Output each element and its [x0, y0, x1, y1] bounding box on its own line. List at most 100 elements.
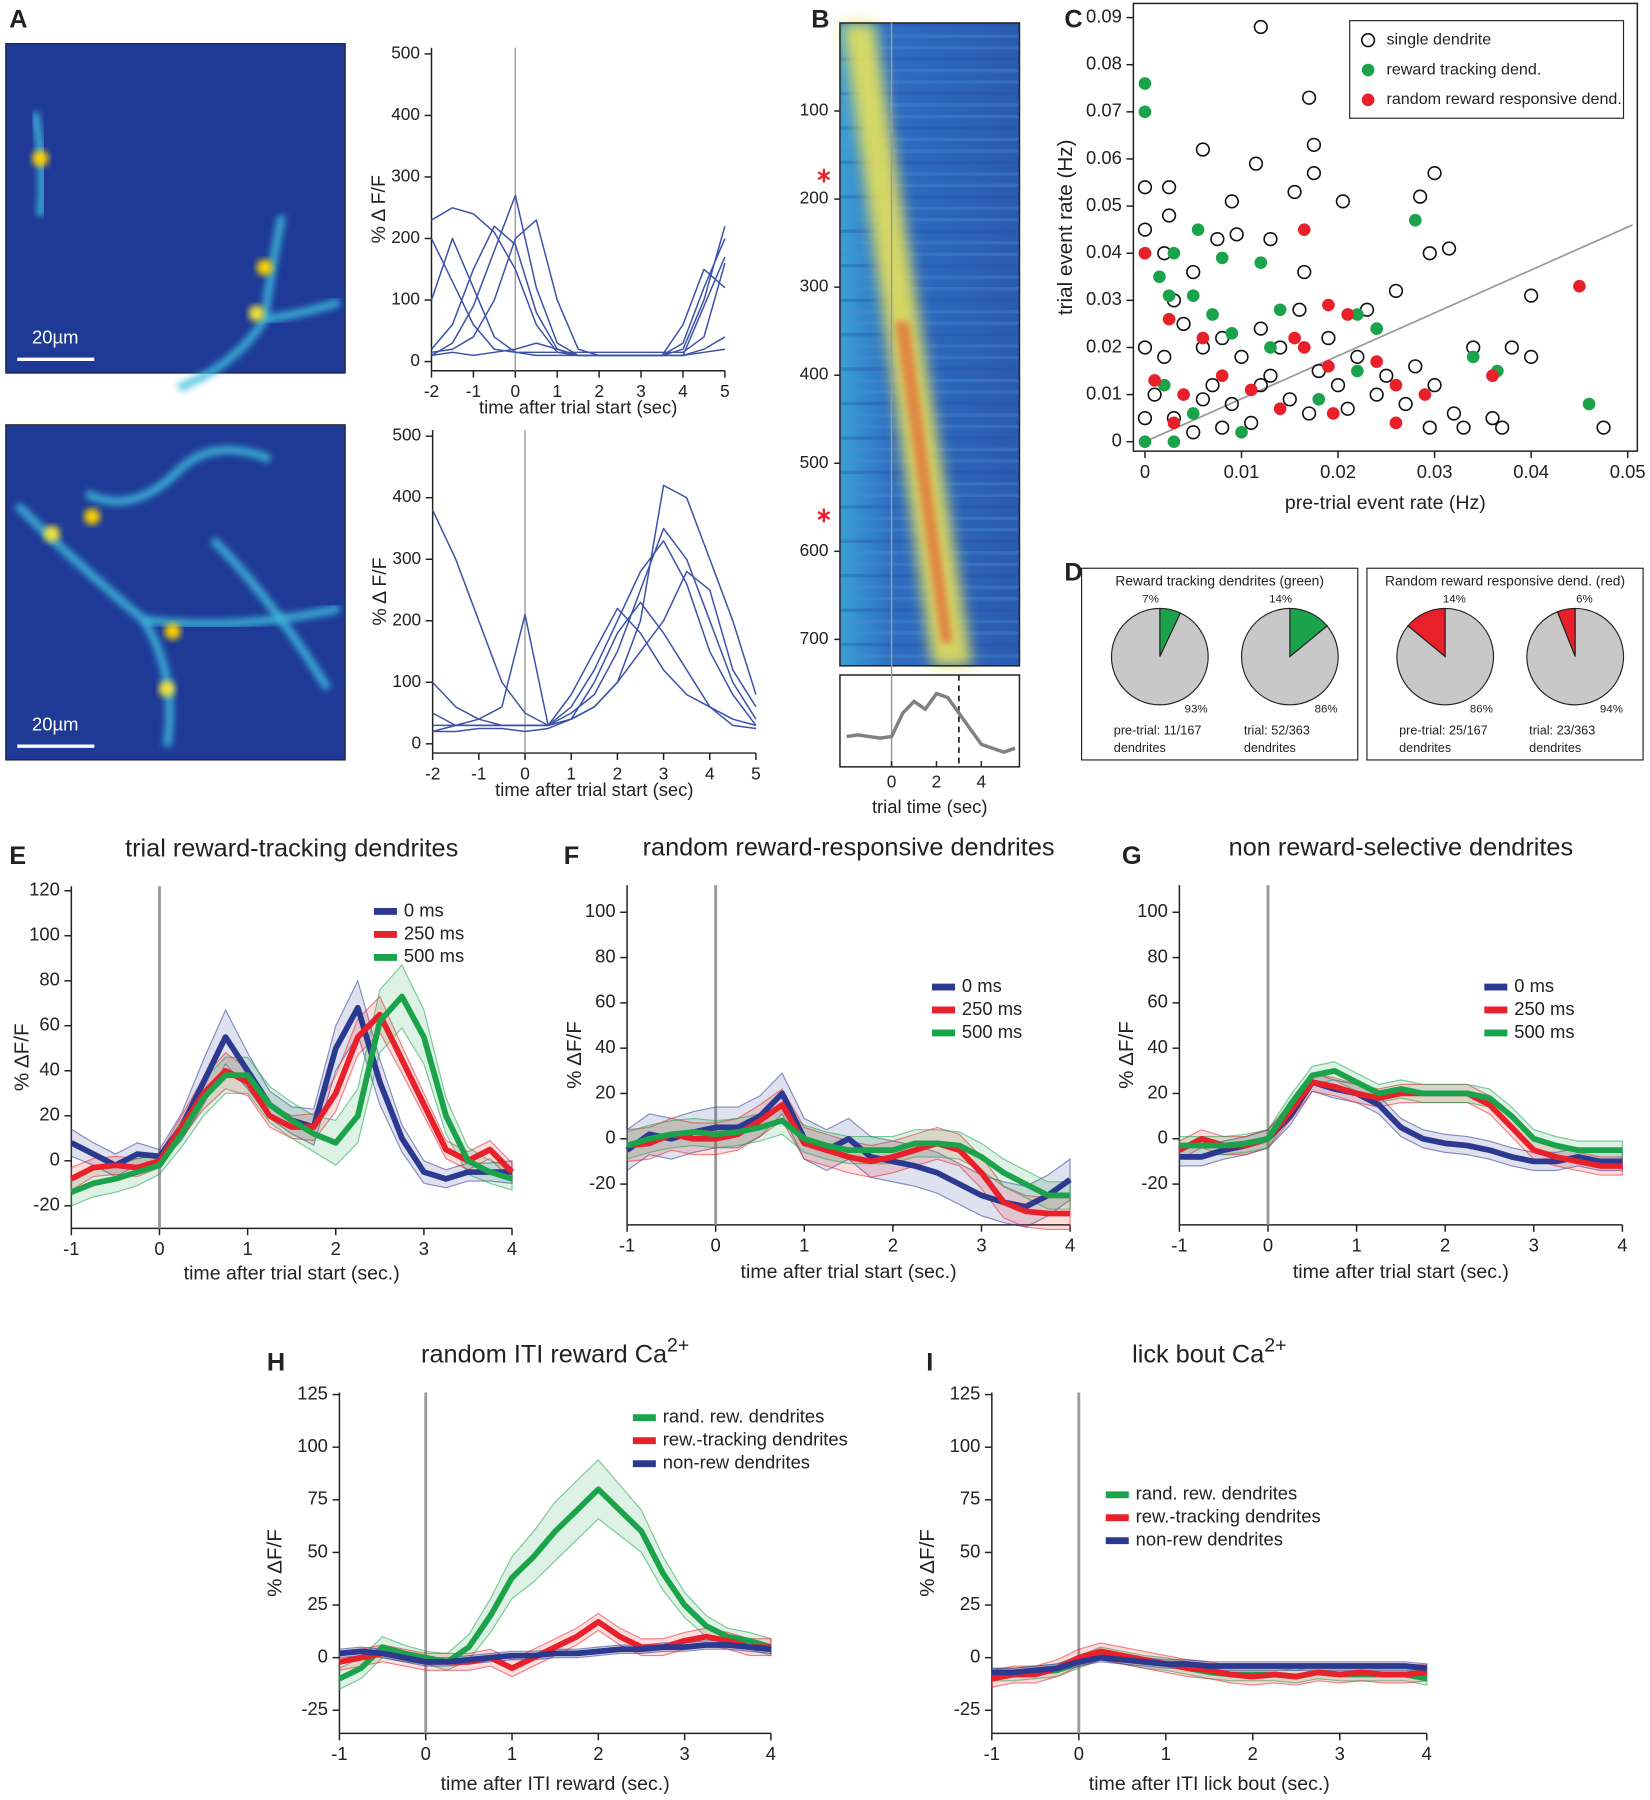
series-line: [432, 570, 757, 727]
scatter-point: [1210, 231, 1225, 247]
x-tick-label: 0: [421, 1743, 431, 1764]
scatter-point: [1351, 308, 1364, 321]
mean-trace: [846, 691, 1016, 754]
y-tick-label: 25: [307, 1593, 327, 1614]
legend-label: 0 ms: [404, 899, 444, 920]
pie-value-label: 14%: [1443, 593, 1466, 605]
scatter-point: [1301, 406, 1317, 421]
y-tick-label: 0.07: [1086, 100, 1122, 121]
scatter-point: [1137, 411, 1153, 426]
pie-group-box: [1081, 567, 1359, 761]
panel-letter: G: [1122, 842, 1142, 870]
series-line: [432, 601, 757, 733]
heatmap-streak: [839, 344, 1020, 348]
scatter-point: [1253, 19, 1268, 35]
heatmap-streak: [839, 91, 1020, 96]
x-tick-label: 4: [766, 1743, 776, 1764]
scatter-point: [1196, 331, 1210, 345]
heatmap-streak: [839, 206, 1020, 211]
heatmap-streak: [839, 275, 1020, 279]
chart-title-text: trial reward-tracking dendrites: [125, 834, 458, 862]
heatmap-streak: [839, 654, 1020, 658]
scale-bar-label: 20µm: [32, 327, 78, 348]
y-tick-label: 0: [970, 1646, 980, 1667]
x-axis-label: pre-trial event rate (Hz): [1285, 492, 1486, 514]
y-tick-label: 20: [1147, 1081, 1167, 1102]
scatter-point: [1186, 264, 1201, 280]
series-line: [339, 1642, 772, 1665]
chart-title-superscript: 2+: [1264, 1335, 1286, 1357]
pie-value-label: 7%: [1142, 593, 1159, 605]
pie-caption: dendrites: [1399, 741, 1451, 755]
x-axis-label: time after trial start (sec.): [1293, 1261, 1509, 1283]
scatter-point: [1322, 360, 1335, 373]
scatter-point: [1138, 246, 1152, 260]
scatter-point: [1341, 308, 1355, 321]
y-tick-label: -20: [1141, 1172, 1168, 1193]
chart-title: lick bout Ca2+: [1132, 1335, 1286, 1369]
x-tick-label: 0: [520, 763, 530, 783]
scatter-point: [1224, 194, 1239, 209]
legend-label: reward tracking dend.: [1387, 60, 1542, 78]
heatmap-streak: [839, 298, 1020, 302]
legend-label: single dendrite: [1387, 30, 1492, 48]
y-tick-label: 40: [39, 1059, 59, 1080]
y-tick-label: 0: [1112, 430, 1122, 451]
panel-letter: B: [811, 5, 829, 33]
series-line: [338, 1486, 772, 1682]
legend-label: non-rew dendrites: [663, 1452, 810, 1473]
scatter-point: [1326, 407, 1340, 420]
panel-letter: F: [564, 842, 579, 870]
x-tick-label: 0: [1074, 1743, 1084, 1764]
x-tick-label: 4: [1422, 1743, 1432, 1764]
y-tick-label: 25: [960, 1593, 980, 1614]
x-tick-label: 1: [799, 1235, 809, 1256]
pie-slice: [1110, 607, 1209, 706]
y-tick-label: 0.04: [1086, 241, 1122, 262]
chart-title: random ITI reward Ca2+: [421, 1335, 689, 1369]
y-tick-label: 80: [595, 945, 615, 966]
scatter-point: [1206, 308, 1219, 321]
chart-title-text: random ITI reward Ca: [421, 1340, 668, 1368]
x-tick-label: -2: [424, 381, 439, 401]
legend-marker: [1361, 63, 1375, 77]
scatter-point: [1408, 359, 1423, 374]
x-tick-label: 0: [887, 771, 897, 791]
y-tick-label: 0.01: [1086, 382, 1122, 403]
legend-label: 0 ms: [1514, 975, 1554, 996]
x-tick-label: 0.05: [1610, 461, 1646, 482]
heatmap-streak: [839, 241, 1020, 245]
legend-label: 0 ms: [962, 975, 1002, 996]
scatter-point: [1195, 142, 1211, 157]
hotspot: [32, 150, 49, 167]
heatmap-streak: [839, 22, 1020, 27]
x-tick-label: 0: [511, 381, 521, 401]
series-line: [991, 1654, 1428, 1676]
x-axis-label: trial time (sec): [872, 796, 988, 817]
x-tick-label: 0: [154, 1238, 164, 1259]
y-axis-label: % ΔF/F: [916, 1529, 939, 1597]
scatter-point: [1485, 411, 1500, 426]
pie-caption: trial: 23/363: [1529, 724, 1595, 738]
panel-letter: A: [9, 5, 27, 33]
y-axis-label: trial event rate (Hz): [1054, 140, 1077, 316]
scatter-point: [1321, 330, 1336, 346]
y-axis-label: % ΔF/F: [264, 1529, 287, 1597]
legend-box: [1349, 20, 1625, 119]
panel-letter: C: [1064, 5, 1082, 33]
y-axis-label: % ΔF/F: [563, 1021, 586, 1089]
heatmap-streak: [839, 264, 1020, 268]
chart-title-text: non reward-selective dendrites: [1229, 833, 1573, 861]
legend-label: 500 ms: [962, 1021, 1022, 1042]
x-tick-label: 1: [1161, 1743, 1171, 1764]
scatter-point: [1157, 378, 1171, 392]
scatter-point: [1335, 194, 1351, 209]
x-axis-label: time after trial start (sec): [495, 779, 693, 800]
y-tick-label: -25: [954, 1698, 981, 1719]
series-line: [626, 1117, 1071, 1199]
y-tick-label: 100: [29, 924, 60, 945]
y-tick-label: 100: [392, 671, 421, 691]
legend-label: 250 ms: [962, 998, 1022, 1019]
y-tick-label: 100: [800, 100, 829, 120]
scale-bar-label: 20µm: [32, 713, 78, 734]
